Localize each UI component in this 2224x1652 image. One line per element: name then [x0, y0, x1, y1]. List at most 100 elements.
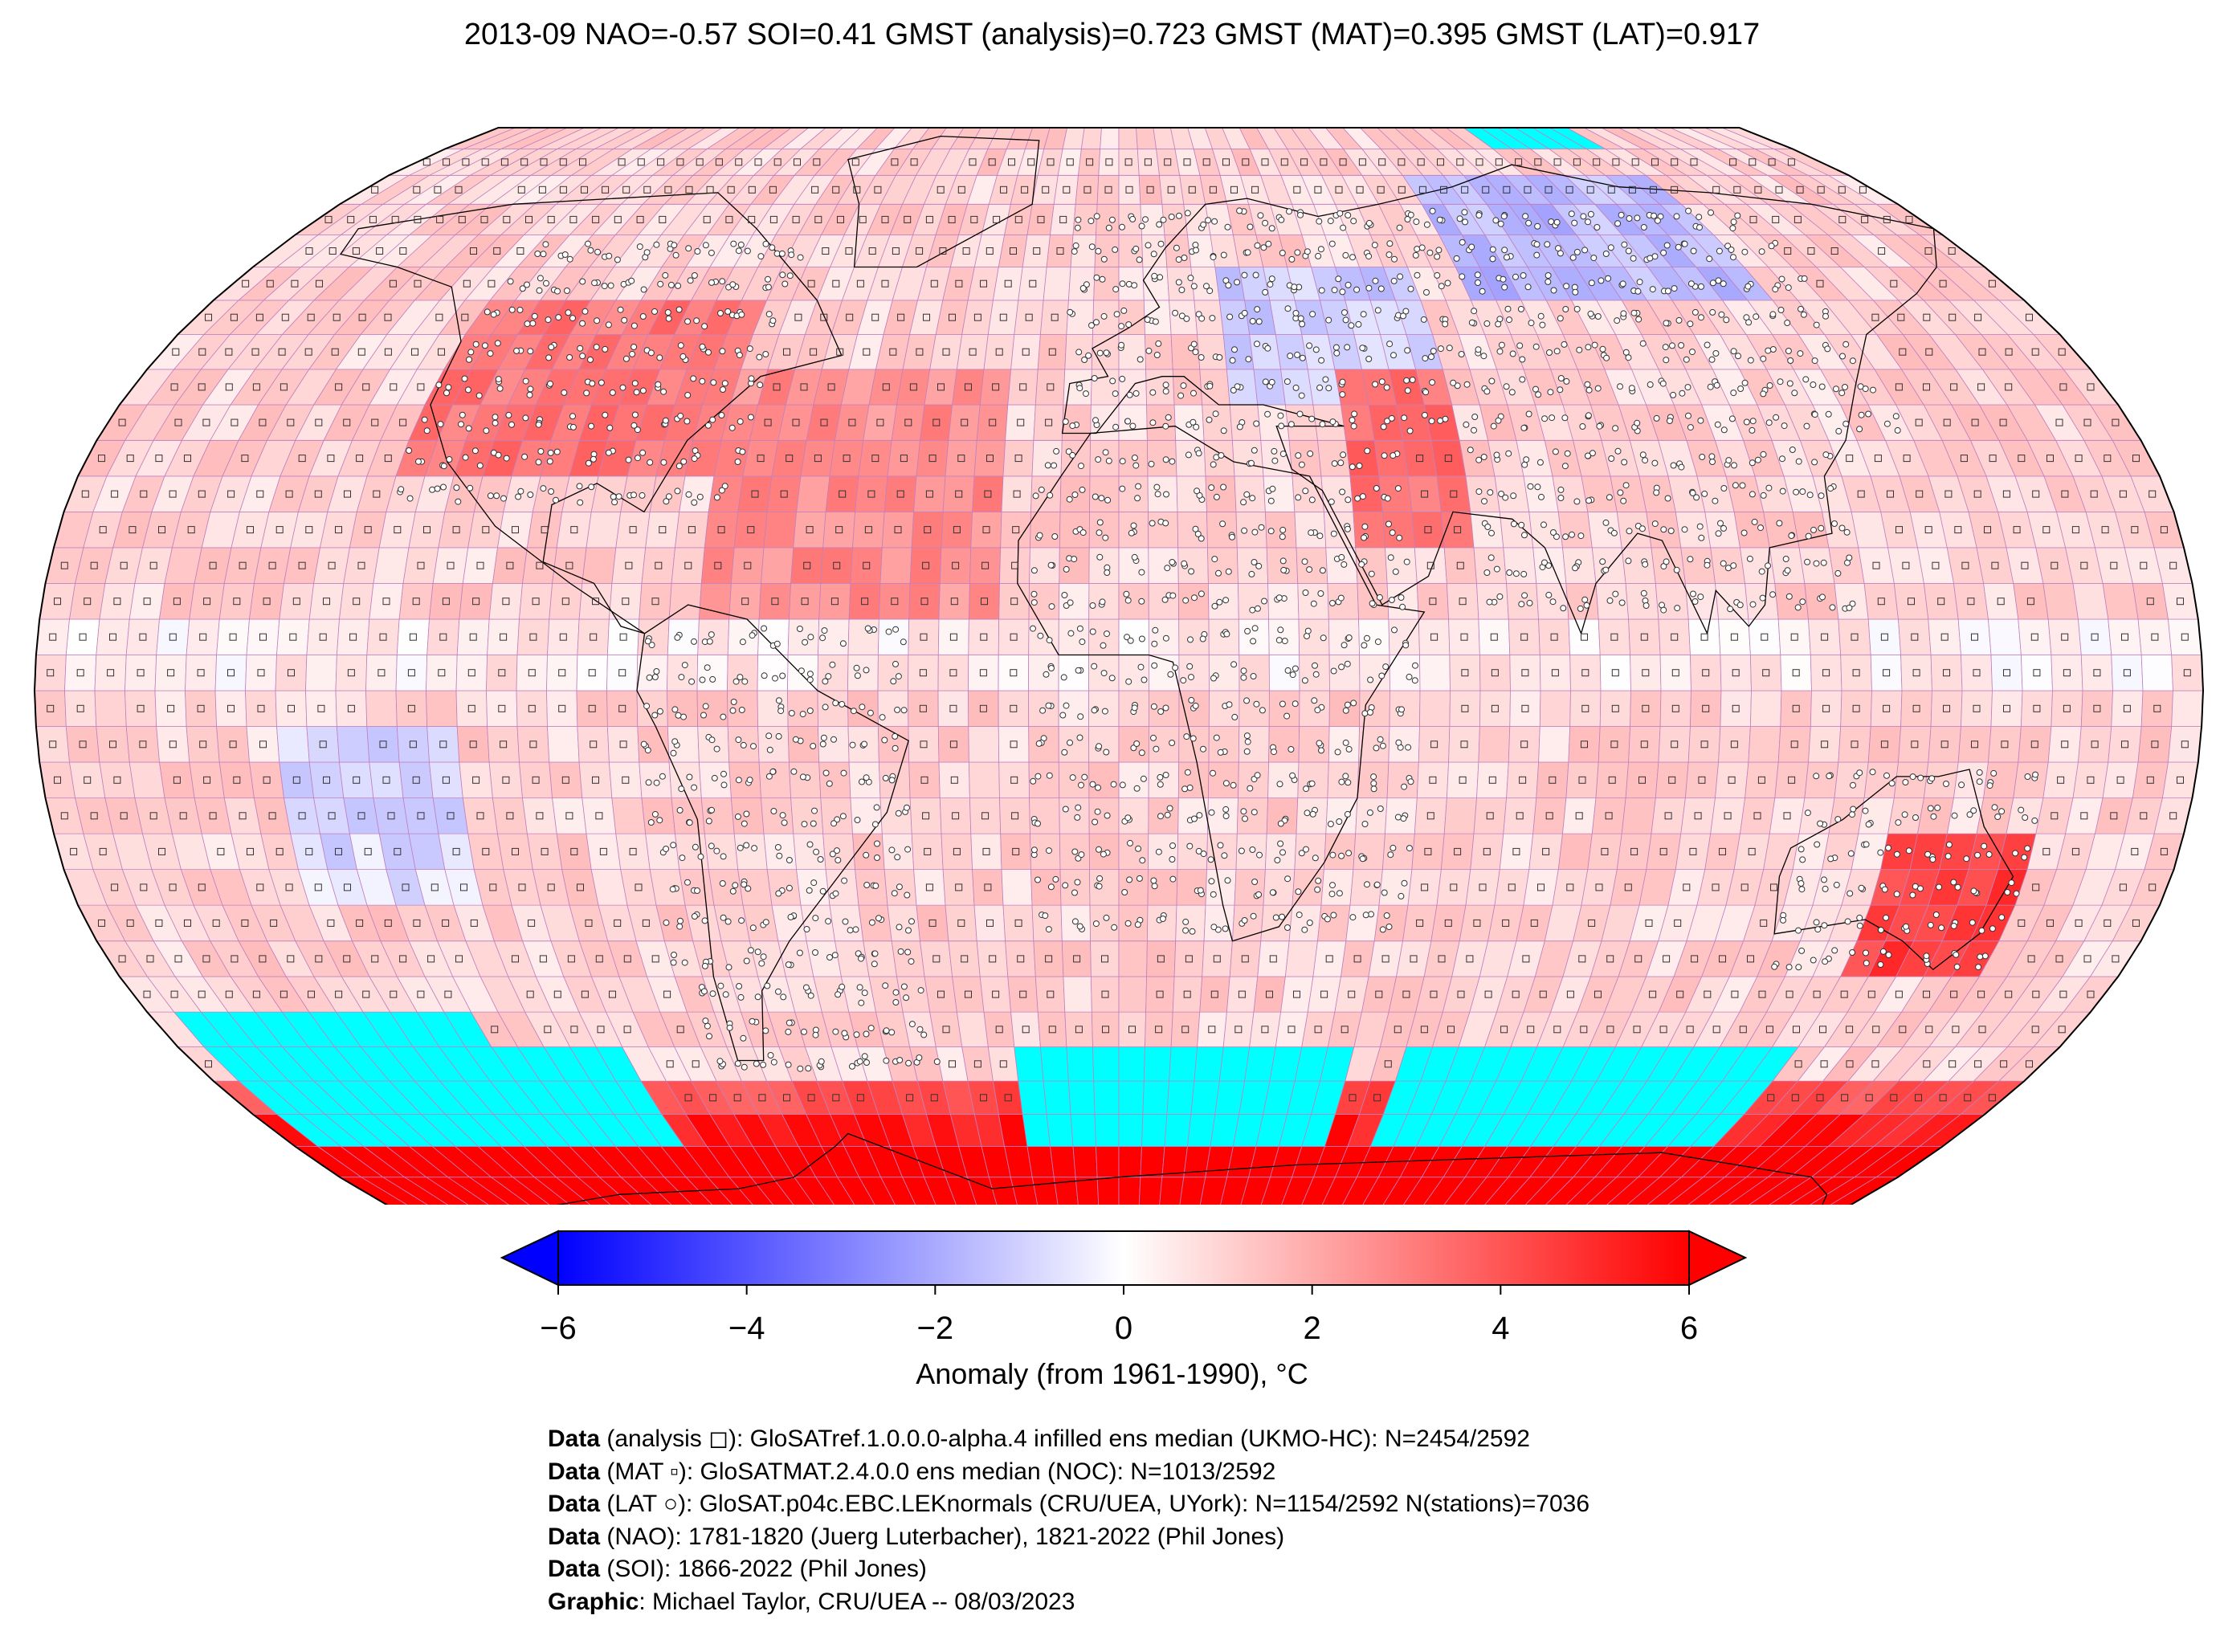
land-station-marker	[1138, 635, 1145, 642]
anomaly-cell	[1539, 655, 1571, 691]
land-station-marker	[1311, 697, 1318, 704]
land-station-marker	[892, 744, 899, 752]
land-station-marker	[798, 667, 805, 675]
land-station-marker	[1617, 383, 1623, 390]
land-station-marker	[1165, 414, 1172, 421]
anomaly-cell	[608, 761, 643, 798]
land-station-marker	[1743, 418, 1750, 426]
anomaly-cell	[1067, 267, 1096, 301]
land-station-marker	[589, 380, 596, 387]
anomaly-cell	[549, 761, 583, 798]
land-station-marker	[1791, 390, 1798, 397]
land-station-marker	[856, 984, 863, 991]
anomaly-cell	[1222, 334, 1255, 370]
land-station-marker	[625, 456, 632, 463]
anomaly-cell	[992, 267, 1023, 301]
land-station-marker	[1191, 594, 1198, 602]
land-station-marker	[1345, 745, 1353, 753]
land-station-marker	[1382, 663, 1389, 671]
anomaly-cell	[159, 583, 195, 620]
anomaly-cell	[1043, 267, 1071, 301]
land-station-marker	[720, 386, 726, 393]
anomaly-cell	[1207, 547, 1239, 584]
land-station-marker	[1151, 883, 1158, 890]
land-station-marker	[1292, 384, 1300, 391]
land-station-marker	[1818, 524, 1825, 532]
anomaly-cell	[1600, 114, 1654, 128]
anomaly-cell	[1983, 583, 2019, 620]
anomaly-cell	[818, 761, 851, 798]
anomaly-cell	[305, 690, 337, 727]
land-station-marker	[692, 843, 699, 850]
anomaly-cell	[1407, 869, 1442, 906]
anomaly-cell	[154, 690, 187, 727]
anomaly-cell	[125, 726, 160, 763]
land-station-marker	[1180, 677, 1187, 684]
land-station-marker	[811, 807, 818, 814]
land-station-marker	[1373, 744, 1380, 752]
land-station-marker	[741, 820, 748, 827]
anomaly-cell	[945, 904, 977, 942]
anomaly-cell	[727, 655, 759, 691]
land-station-marker	[2018, 806, 2025, 814]
land-station-marker	[1320, 634, 1327, 642]
anomaly-cell	[1118, 904, 1149, 942]
land-station-marker	[1208, 809, 1215, 816]
land-station-marker	[1261, 598, 1267, 605]
anomaly-cell	[2078, 726, 2112, 763]
anomaly-cell	[1327, 114, 1360, 128]
land-station-marker	[1067, 739, 1073, 746]
land-station-marker	[737, 844, 744, 851]
land-station-marker	[647, 349, 655, 357]
land-station-marker	[1902, 779, 1909, 785]
anomaly-cell	[847, 655, 879, 691]
land-station-marker	[508, 421, 515, 428]
anomaly-cell	[1197, 1011, 1227, 1047]
land-station-marker	[1958, 781, 1965, 789]
land-station-marker	[850, 708, 857, 715]
anomaly-cell	[1231, 904, 1264, 942]
land-station-marker	[1610, 529, 1618, 536]
anomaly-cell	[578, 761, 613, 798]
land-station-marker	[704, 1022, 711, 1030]
anomaly-cell	[826, 114, 863, 128]
land-station-marker	[1251, 447, 1258, 454]
anomaly-cell	[1745, 583, 1779, 620]
land-station-marker	[1560, 605, 1567, 612]
anomaly-cell	[1595, 761, 1630, 798]
anomaly-cell	[1010, 334, 1041, 370]
land-station-marker	[1035, 740, 1043, 747]
land-station-marker	[434, 485, 441, 492]
land-station-marker	[1096, 743, 1103, 750]
land-station-marker	[890, 678, 897, 685]
anomaly-cell	[911, 833, 944, 870]
anomaly-cell	[1028, 618, 1059, 655]
land-station-marker	[493, 492, 500, 500]
anomaly-cell	[700, 797, 735, 834]
anomaly-cell	[1092, 1046, 1120, 1082]
land-station-marker	[675, 463, 683, 470]
anomaly-cell	[96, 726, 130, 763]
land-station-marker	[1351, 410, 1358, 418]
land-station-marker	[740, 741, 747, 748]
land-station-marker	[1251, 625, 1259, 632]
land-station-marker	[1488, 529, 1495, 536]
anomaly-cell	[1407, 475, 1442, 512]
land-station-marker	[1044, 462, 1051, 469]
anomaly-cell	[373, 547, 410, 584]
land-station-marker	[1319, 421, 1326, 428]
land-station-marker	[631, 380, 639, 387]
land-station-marker	[781, 819, 788, 826]
anomaly-cell	[1389, 690, 1421, 727]
land-station-marker	[709, 990, 716, 997]
land-station-marker	[760, 953, 767, 961]
land-station-marker	[1950, 923, 1957, 929]
land-station-marker	[1222, 597, 1230, 604]
land-station-marker	[1378, 378, 1385, 385]
anomaly-cell	[582, 547, 617, 584]
anomaly-cell	[1118, 128, 1138, 149]
land-station-marker	[1259, 707, 1266, 714]
land-station-marker	[841, 877, 848, 884]
anomaly-cell	[1002, 439, 1034, 477]
land-station-marker	[1159, 916, 1166, 922]
